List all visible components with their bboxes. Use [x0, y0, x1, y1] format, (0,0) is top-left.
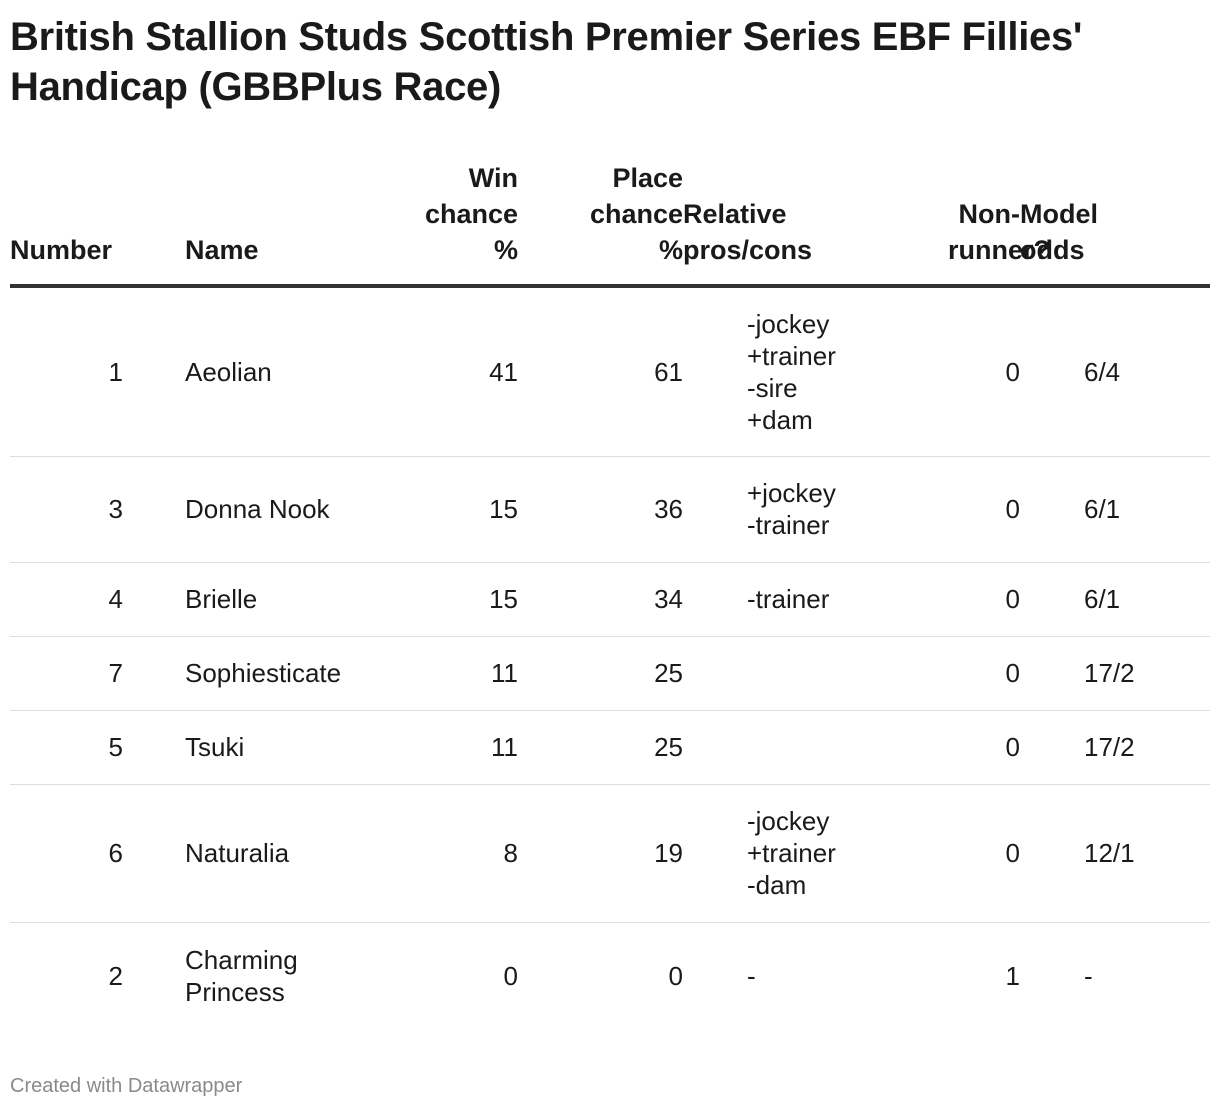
- cell-win-chance: 41: [385, 286, 518, 457]
- cell-non-runner: 1: [1005, 961, 1020, 992]
- table-row: 6 Naturalia 8 19 -jockey +trainer -dam 0 12/1: [10, 784, 1210, 923]
- table-row: 2 Charming Princess 0 0 - 1 -: [10, 922, 1210, 1030]
- cell-number: 1: [10, 286, 185, 457]
- cell-number: 5: [10, 710, 185, 785]
- cell-relative: -trainer: [683, 562, 883, 637]
- table-row: 5 Tsuki 11 25 0 17/2: [10, 710, 1210, 785]
- cell-model-odds: 6/1: [1020, 456, 1210, 563]
- race-table: Number Name Win chance % Place chance % …: [10, 160, 1210, 1030]
- cell-relative: [683, 710, 883, 785]
- cell-non-runner: 0: [883, 562, 1020, 637]
- cell-number: 2: [108, 961, 123, 992]
- cell-number: 6: [10, 784, 185, 923]
- cell-model-odds: 17/2: [1020, 710, 1210, 785]
- chart-title: British Stallion Studs Scottish Premier …: [10, 15, 1083, 109]
- cell-number: 3: [10, 456, 185, 563]
- header-non-runner: Non-runner?: [883, 160, 1051, 288]
- cell-win-chance: 15: [385, 562, 518, 637]
- cell-name: Naturalia: [185, 784, 385, 923]
- cell-place-chance: 25: [518, 636, 683, 711]
- cell-model-odds: 17/2: [1020, 636, 1210, 711]
- cell-non-runner: 0: [883, 456, 1020, 563]
- cell-model-odds: 6/4: [1020, 286, 1210, 457]
- cell-non-runner: 0: [883, 286, 1020, 457]
- cell-name: Tsuki: [185, 710, 385, 785]
- cell-relative: -: [747, 961, 756, 992]
- cell-relative: +jockey -trainer: [683, 456, 883, 563]
- table-row: 3 Donna Nook 15 36 +jockey -trainer 0 6/1: [10, 456, 1210, 563]
- cell-model-odds: 12/1: [1020, 784, 1210, 923]
- cell-name: Sophiesticate: [185, 636, 385, 711]
- cell-name: Aeolian: [185, 286, 385, 457]
- header-model-odds: Model odds: [1020, 160, 1210, 288]
- cell-win-chance: 0: [503, 961, 518, 992]
- cell-place-chance: 34: [518, 562, 683, 637]
- cell-name: Charming Princess: [185, 945, 298, 1008]
- cell-name: Donna Nook: [185, 456, 385, 563]
- header-place-chance-label: Place chance %: [589, 163, 683, 265]
- header-relative: Relative pros/cons: [683, 160, 883, 288]
- table-body: 1 Aeolian 41 61 -jockey +trainer -sire +dam 0…: [10, 286, 1210, 1030]
- cell-win-chance: 11: [385, 636, 518, 711]
- cell-model-odds: -: [1084, 961, 1093, 992]
- footer-credit: Created with Datawrapper: [10, 1075, 243, 1097]
- header-place-chance: Place chance %: [518, 160, 683, 288]
- cell-win-chance: 15: [385, 456, 518, 563]
- table-row: 1 Aeolian 41 61 -jockey +trainer -sire +dam 0…: [10, 286, 1210, 457]
- cell-non-runner: 0: [883, 636, 1020, 711]
- cell-place-chance: 0: [668, 961, 683, 992]
- header-win-chance-label: Win chance %: [424, 163, 518, 265]
- cell-non-runner: 0: [883, 784, 1020, 923]
- header-win-chance: Win chance %: [385, 160, 518, 288]
- cell-place-chance: 19: [518, 784, 683, 923]
- header-relative-label: Relative pros/cons: [683, 199, 813, 265]
- header-non-runner-label: Non-runner?: [948, 199, 1051, 265]
- cell-place-chance: 25: [518, 710, 683, 785]
- cell-number: 4: [10, 562, 185, 637]
- table-row: 7 Sophiesticate 11 25 0 17/2: [10, 636, 1210, 711]
- table-row: 4 Brielle 15 34 -trainer 0 6/1: [10, 562, 1210, 637]
- cell-model-odds: 6/1: [1020, 562, 1210, 637]
- cell-name: Brielle: [185, 562, 385, 637]
- cell-relative: [683, 636, 883, 711]
- cell-relative: -jockey +trainer -sire +dam: [683, 286, 883, 457]
- cell-relative: -jockey +trainer -dam: [683, 784, 883, 923]
- header-row: Number Name Win chance % Place chance % …: [10, 160, 1210, 288]
- cell-place-chance: 61: [518, 286, 683, 457]
- cell-win-chance: 8: [385, 784, 518, 923]
- header-number: Number: [10, 160, 185, 288]
- cell-non-runner: 0: [883, 710, 1020, 785]
- cell-place-chance: 36: [518, 456, 683, 563]
- header-model-odds-label: Model odds: [1020, 199, 1098, 265]
- cell-number: 7: [10, 636, 185, 711]
- cell-win-chance: 11: [385, 710, 518, 785]
- header-name: Name: [185, 160, 385, 288]
